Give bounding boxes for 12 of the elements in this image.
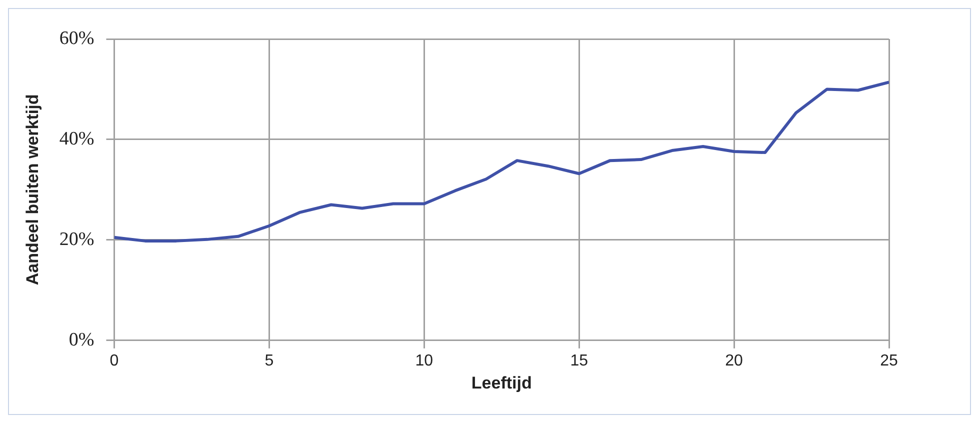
x-axis-title: Leeftijd	[471, 373, 532, 392]
y-tick-label: 20%	[59, 228, 94, 250]
x-tick-label: 20	[725, 352, 744, 370]
x-tick-label: 15	[570, 352, 588, 370]
y-axis-title: Aandeel buiten werktijd	[22, 94, 42, 286]
x-tick-label: 5	[264, 352, 274, 370]
x-tick-label: 10	[415, 352, 434, 370]
y-tick-label: 0%	[68, 329, 94, 350]
x-tick-label: 25	[880, 352, 898, 370]
x-tick-label: 0	[110, 352, 119, 370]
y-tick-label: 60%	[59, 28, 94, 49]
y-tick-label: 40%	[59, 128, 94, 150]
